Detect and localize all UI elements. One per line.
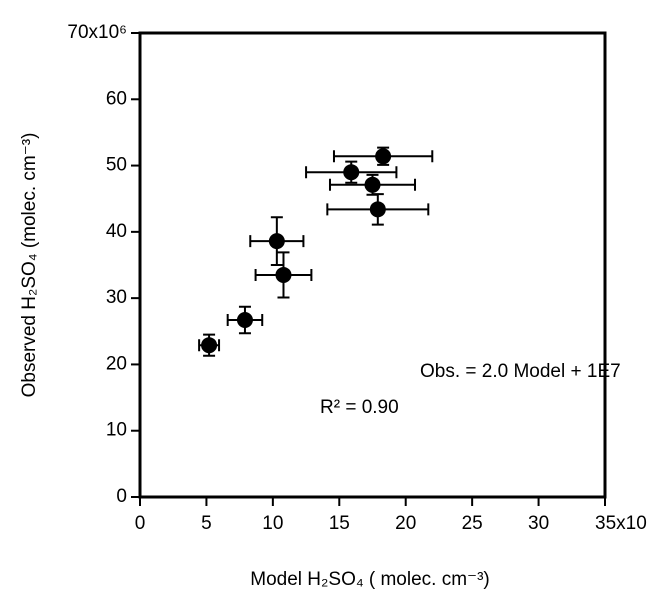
x-tick-label: 5 [201, 513, 212, 534]
y-tick-label: 10 [106, 420, 127, 441]
x-tick-label: 20 [395, 513, 416, 534]
point [369, 201, 386, 218]
y-tick-label: 30 [106, 287, 127, 308]
x-tick-label: 30 [528, 513, 549, 534]
point [201, 337, 218, 354]
y-tick-label: 0 [116, 486, 127, 507]
y-axis-label: Observed H₂SO₄ (molec. cm⁻³) [19, 133, 40, 398]
annotation: Obs. = 2.0 Model + 1E7 [420, 361, 621, 382]
plot-frame [138, 31, 607, 499]
point [236, 312, 253, 329]
y-tick-label: 50 [106, 155, 127, 176]
point [375, 148, 392, 165]
y-tick-label: 60 [106, 88, 127, 109]
y-tick-label: 70x10⁶ [67, 22, 127, 43]
point [364, 176, 381, 193]
x-tick-label: 35x10⁶ [595, 513, 647, 534]
x-tick-label: 15 [329, 513, 350, 534]
point [275, 266, 292, 283]
annotation: R² = 0.90 [320, 397, 399, 418]
y-tick-label: 40 [106, 221, 127, 242]
x-tick-label: 10 [262, 513, 283, 534]
y-tick-label: 20 [106, 353, 127, 374]
point [268, 233, 285, 250]
point [343, 164, 360, 181]
x-tick-label: 25 [462, 513, 483, 534]
x-axis-label: Model H₂SO₄ ( molec. cm⁻³) [250, 569, 489, 590]
x-tick-label: 0 [135, 513, 146, 534]
